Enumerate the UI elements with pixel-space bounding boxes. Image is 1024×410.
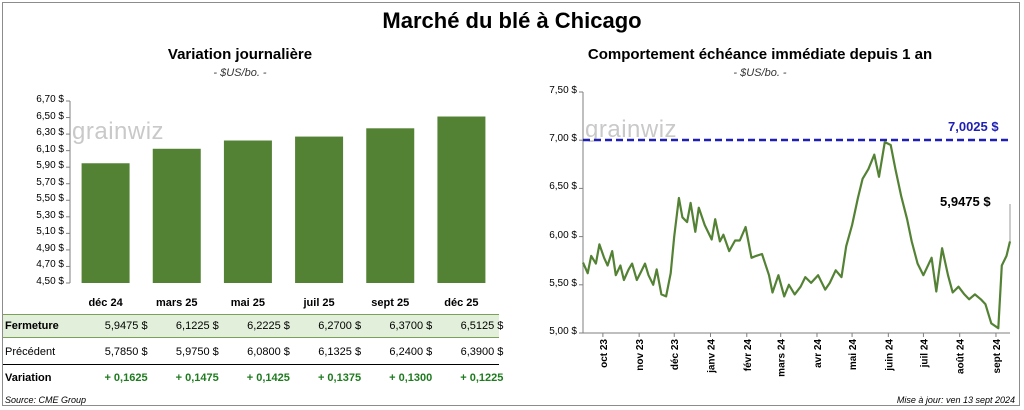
right-x-tick-label: sept 24 xyxy=(992,339,1003,374)
right-chart-subtitle: - $US/bo. - xyxy=(733,67,787,79)
right-y-tick-label: 5,50 $ xyxy=(549,277,577,289)
watermark-logo: grainwiz xyxy=(72,118,165,145)
table-cell: 6,2400 $ xyxy=(389,346,433,358)
right-x-tick-label: mars 24 xyxy=(777,339,788,377)
x-category-label: mars 25 xyxy=(155,297,198,309)
table-cell: 6,2225 $ xyxy=(247,320,290,332)
right-chart-title: Comportement échéance immédiate depuis 1… xyxy=(587,46,933,63)
table-row-label: Fermeture xyxy=(5,320,59,332)
right-x-tick-label: nov 23 xyxy=(635,339,646,371)
table-row-label: Précédent xyxy=(5,346,56,358)
table-cell: + 0,1425 xyxy=(246,372,290,384)
left-y-tick-label: 6,50 $ xyxy=(36,110,64,122)
outer-frame xyxy=(2,2,1020,406)
table-cell: 6,2700 $ xyxy=(318,320,362,332)
table-cell: 6,0800 $ xyxy=(247,346,290,358)
table-row-fermeture xyxy=(3,314,499,338)
bar-déc-24 xyxy=(81,163,130,283)
table-cell: + 0,1625 xyxy=(104,372,148,384)
last-value-label: 5,9475 $ xyxy=(940,194,991,209)
table-divider xyxy=(3,364,499,365)
watermark-logo-right: grainwiz xyxy=(585,116,678,143)
left-y-tick-label: 4,90 $ xyxy=(36,242,64,254)
table-row-label: Variation xyxy=(5,372,52,384)
left-y-tick-label: 5,10 $ xyxy=(36,226,64,238)
right-x-tick-label: févr 24 xyxy=(743,339,754,372)
update-date: Mise à jour: ven 13 sept 2024 xyxy=(896,395,1015,405)
table-cell: 6,1325 $ xyxy=(318,346,362,358)
right-x-tick-label: juin 24 xyxy=(884,339,895,372)
table-cell: 5,7850 $ xyxy=(104,346,148,358)
right-y-tick-label: 7,50 $ xyxy=(549,85,577,96)
left-y-tick-label: 6,30 $ xyxy=(36,127,64,139)
bar-mai-25 xyxy=(223,140,272,283)
right-y-tick-label: 6,00 $ xyxy=(549,229,577,241)
right-y-tick-label: 5,00 $ xyxy=(549,326,577,337)
x-category-label: mai 25 xyxy=(230,297,266,309)
left-y-tick-label: 4,70 $ xyxy=(36,259,64,271)
price-series-line xyxy=(581,141,1012,330)
table-cell: 5,9750 $ xyxy=(175,346,219,358)
x-category-label: déc 24 xyxy=(88,297,123,309)
table-cell: + 0,1225 xyxy=(460,372,504,384)
source-note: Source: CME Group xyxy=(5,395,87,405)
left-y-tick-label: 5,70 $ xyxy=(36,176,64,188)
left-y-tick-label: 5,30 $ xyxy=(36,209,64,221)
left-y-tick-label: 5,50 $ xyxy=(36,193,64,205)
table-cell: 6,3900 $ xyxy=(460,346,504,358)
left-chart-subtitle: - $US/bo. - xyxy=(213,67,267,79)
right-y-tick-label: 7,00 $ xyxy=(549,133,577,145)
right-x-tick-label: avr 24 xyxy=(813,339,824,368)
table-cell: + 0,1375 xyxy=(317,372,362,384)
bar-déc-25 xyxy=(437,116,486,284)
left-y-tick-label: 4,50 $ xyxy=(36,276,64,287)
table-cell: 6,5125 $ xyxy=(460,320,504,332)
bar-mars-25 xyxy=(152,148,201,283)
table-cell: + 0,1300 xyxy=(389,372,433,384)
table-cell: 5,9475 $ xyxy=(104,320,148,332)
right-y-tick-label: 6,50 $ xyxy=(549,181,577,193)
page-title: Marché du blé à Chicago xyxy=(382,8,642,33)
left-y-tick-label: 6,70 $ xyxy=(36,94,64,105)
left-chart-title: Variation journalière xyxy=(167,46,313,63)
right-x-tick-label: mai 24 xyxy=(848,339,859,371)
bar-juil-25 xyxy=(295,136,344,283)
x-category-label: juil 25 xyxy=(303,297,335,309)
right-x-tick-label: oct 23 xyxy=(599,339,610,368)
table-cell: 6,1225 $ xyxy=(175,320,219,332)
x-category-label: déc 25 xyxy=(444,297,479,309)
right-x-tick-label: déc 23 xyxy=(670,339,681,371)
left-y-tick-label: 6,10 $ xyxy=(36,143,64,155)
table-cell: 6,3700 $ xyxy=(389,320,433,332)
left-y-tick-label: 5,90 $ xyxy=(36,160,64,172)
x-category-label: sept 25 xyxy=(371,297,410,309)
right-x-tick-label: janv 24 xyxy=(707,339,718,374)
table-cell: + 0,1475 xyxy=(175,372,219,384)
right-x-tick-label: juil 24 xyxy=(919,339,930,369)
bar-sept-25 xyxy=(366,128,415,283)
reference-line-label: 7,0025 $ xyxy=(948,119,999,134)
right-x-tick-label: août 24 xyxy=(956,339,967,374)
